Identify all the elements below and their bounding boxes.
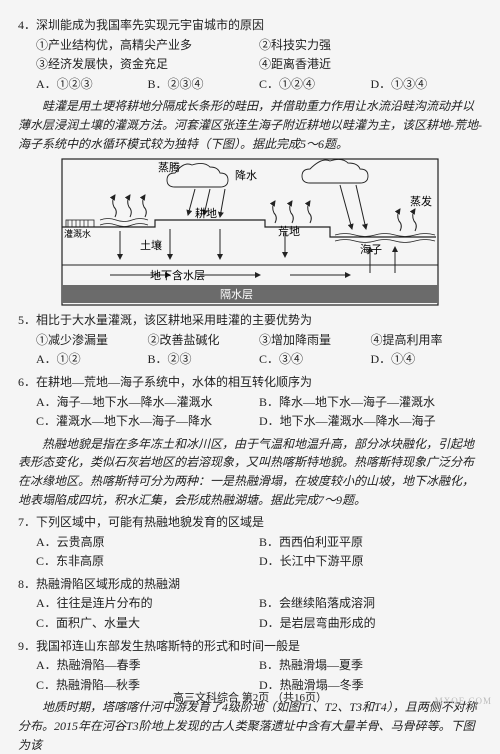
q8-choice-b: B．会继续陷落成溶洞 [259, 594, 482, 613]
q9-choice-b: B．热融滑塌—夏季 [259, 656, 482, 675]
q5-c4: ④提高利用率 [371, 331, 483, 350]
q6-choice-d: D．地下水—灌溉水—降水—海子 [259, 412, 482, 431]
page-footer: 高三文科综合 第2页 （共16页） [0, 690, 500, 707]
q7-stem: 7．下列区域中，可能有热融地貌发育的区域是 [18, 513, 482, 532]
q5-choice-a: A．①② [36, 350, 148, 369]
label-dxhanshui: 地下含水层 [150, 268, 205, 282]
q9-stem: 9．我国祁连山东部发生热喀斯特的形式和时间一般是 [18, 637, 482, 656]
label-turang: 土壤 [140, 238, 162, 252]
q9-choice-a: A．热融滑陷—春季 [36, 656, 259, 675]
q9-choices: A．热融滑陷—春季 B．热融滑塌—夏季 C．热融滑陷—秋季 D．热融滑塌—冬季 [36, 655, 482, 694]
water-cycle-diagram: 蒸腾 降水 耕地 荒地 海子 海子 蒸发 灌溉水 土壤 地下含水层 隔水层 [60, 157, 440, 307]
q4-opt-1: ①产业结构优，高精尖产业多 [36, 36, 259, 55]
q7-choice-a: A．云贵高原 [36, 533, 259, 552]
q6-stem: 6．在耕地—荒地—海子系统中，水体的相互转化顺序为 [18, 373, 482, 392]
q8-stem: 8．热融滑陷区域形成的热融湖 [18, 575, 482, 594]
q7-choice-d: D．长江中下游平原 [259, 552, 482, 571]
q5-c2: ②改善盐碱化 [148, 331, 260, 350]
q8-choice-c: C．面积广、水量大 [36, 614, 259, 633]
label-gengdi: 耕地 [195, 206, 217, 220]
q5-choices: A．①② B．②③ C．③④ D．①④ [36, 350, 482, 369]
q5-choice-d: D．①④ [371, 350, 483, 369]
q4-opt-3: ③经济发展快，资金充足 [36, 55, 259, 74]
q6-choice-b: B．降水—地下水—海子—灌溉水 [259, 393, 482, 412]
q5-choice-c: C．③④ [259, 350, 371, 369]
passage-1: 畦灌是用土埂将耕地分隔成长条形的畦田，并借助重力作用让水流沿畦沟流动并以薄水层浸… [18, 97, 482, 153]
q8-choice-d: D．是岩层弯曲形成的 [259, 614, 482, 633]
passage-2: 热融地貌是指在多年冻土和冰川区，由于气温和地温升高，部分冰块融化，引起地表形态变… [18, 435, 482, 509]
q4-stem: 4．深圳能成为我国率先实现元宇宙城市的原因 [18, 16, 482, 35]
q7-choice-c: C．东非高原 [36, 552, 259, 571]
q4-circled-options-2: ③经济发展快，资金充足 ④距离香港近 [36, 55, 482, 74]
label-zhengfa: 蒸发 [410, 194, 432, 208]
q8-choices: A．往往是连片分布的 B．会继续陷落成溶洞 C．面积广、水量大 D．是岩层弯曲形… [36, 593, 482, 632]
label-geshui: 隔水层 [220, 288, 253, 301]
q5-choice-b: B．②③ [148, 350, 260, 369]
q4-choices: A．①②③ B．②③④ C．①②④ D．①③④ [36, 75, 482, 94]
q5-stem: 5．相比于大水量灌溉，该区耕地采用畦灌的主要优势为 [18, 311, 482, 330]
q6-choice-c: C．灌溉水—地下水—海子—降水 [36, 412, 259, 431]
q5-c3: ③增加降雨量 [259, 331, 371, 350]
q4-opt-4: ④距离香港近 [259, 55, 482, 74]
watermark: MXQE.COM [435, 695, 492, 709]
label-haizi-2: 海子 [360, 242, 382, 256]
q7-choice-b: B．西西伯利亚平原 [259, 533, 482, 552]
q4-choice-c: C．①②④ [259, 75, 371, 94]
q5-circled: ①减少渗漏量 ②改善盐碱化 ③增加降雨量 ④提高利用率 [36, 331, 482, 350]
q8-choice-a: A．往往是连片分布的 [36, 594, 259, 613]
q4-choice-b: B．②③④ [148, 75, 260, 94]
q6-choice-a: A．海子—地下水—降水—灌溉水 [36, 393, 259, 412]
label-guangaishui: 灌溉水 [64, 228, 91, 239]
q4-opt-2: ②科技实力强 [259, 36, 482, 55]
q7-choices: A．云贵高原 B．西西伯利亚平原 C．东非高原 D．长江中下游平原 [36, 532, 482, 571]
q4-choice-a: A．①②③ [36, 75, 148, 94]
label-zhengteng: 蒸腾 [158, 160, 180, 174]
label-huangdi: 荒地 [278, 225, 300, 238]
label-jiangshui: 降水 [235, 168, 257, 182]
q4-circled-options: ①产业结构优，高精尖产业多 ②科技实力强 [36, 36, 482, 55]
q4-choice-d: D．①③④ [371, 75, 483, 94]
q6-choices: A．海子—地下水—降水—灌溉水 B．降水—地下水—海子—灌溉水 C．灌溉水—地下… [36, 392, 482, 431]
q5-c1: ①减少渗漏量 [36, 331, 148, 350]
